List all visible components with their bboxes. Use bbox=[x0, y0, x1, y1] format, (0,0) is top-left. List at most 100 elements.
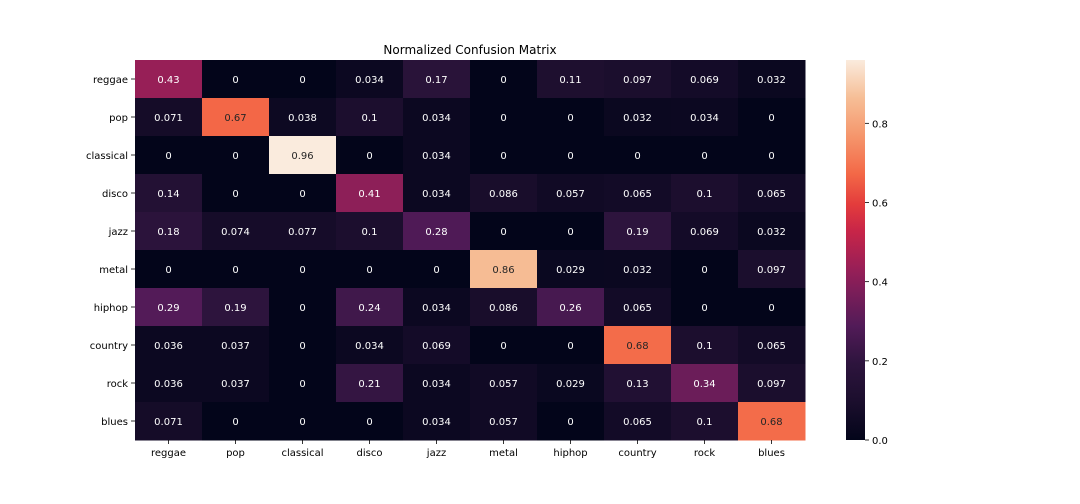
x-tick-label: pop bbox=[226, 448, 245, 459]
heatmap-cell bbox=[470, 288, 538, 327]
cell-value-label: 0 bbox=[701, 151, 707, 162]
cell-value-label: 0 bbox=[165, 265, 171, 276]
x-tick-label: jazz bbox=[426, 448, 446, 459]
cell-value-label: 0 bbox=[299, 341, 305, 352]
heatmap-cell bbox=[604, 288, 672, 327]
heatmap-cell bbox=[202, 98, 270, 137]
heatmap-cell bbox=[671, 288, 739, 327]
cell-value-label: 0.26 bbox=[559, 303, 581, 314]
heatmap-cell bbox=[336, 212, 404, 251]
cell-value-label: 0 bbox=[500, 75, 506, 86]
cell-value-label: 0.071 bbox=[154, 417, 183, 428]
cell-value-label: 0.1 bbox=[362, 113, 378, 124]
heatmap-cell bbox=[738, 174, 806, 213]
cell-value-label: 0 bbox=[232, 75, 238, 86]
heatmap-cell bbox=[604, 136, 672, 175]
heatmap-cell bbox=[671, 174, 739, 213]
cell-value-label: 0 bbox=[567, 227, 573, 238]
cell-value-label: 0.034 bbox=[690, 113, 719, 124]
heatmap-cell bbox=[336, 174, 404, 213]
heatmap-cell bbox=[403, 250, 471, 289]
cell-value-label: 0.034 bbox=[422, 113, 451, 124]
heatmap-cell bbox=[202, 326, 270, 365]
heatmap-cell bbox=[135, 174, 203, 213]
heatmap-cell bbox=[537, 60, 605, 99]
heatmap-cell bbox=[269, 250, 337, 289]
heatmap-cell bbox=[671, 402, 739, 441]
x-tick-label: reggae bbox=[151, 448, 186, 459]
heatmap-cell bbox=[738, 212, 806, 251]
cell-value-label: 0.41 bbox=[358, 189, 380, 200]
heatmap-cell bbox=[470, 250, 538, 289]
heatmap-cell bbox=[269, 136, 337, 175]
cell-value-label: 0.034 bbox=[355, 75, 384, 86]
heatmap-cell bbox=[202, 60, 270, 99]
heatmap-cell bbox=[202, 364, 270, 403]
heatmap-cell bbox=[269, 212, 337, 251]
cell-value-label: 0 bbox=[768, 113, 774, 124]
y-tick-label: reggae bbox=[93, 75, 128, 86]
cell-value-label: 0.037 bbox=[221, 341, 250, 352]
heatmap-cell bbox=[537, 98, 605, 137]
heatmap-cell bbox=[470, 402, 538, 441]
cell-value-label: 0.097 bbox=[623, 75, 652, 86]
cell-value-label: 0 bbox=[500, 227, 506, 238]
cell-value-label: 0 bbox=[299, 189, 305, 200]
y-tick-label: hiphop bbox=[94, 303, 128, 314]
y-tick-label: pop bbox=[109, 113, 128, 124]
cell-value-label: 0.032 bbox=[757, 227, 786, 238]
cell-value-label: 0.036 bbox=[154, 379, 183, 390]
cell-value-label: 0 bbox=[433, 265, 439, 276]
cell-value-label: 0.057 bbox=[489, 417, 518, 428]
y-axis-ticks: reggae pop classical disco jazz metal hiphop co… bbox=[86, 75, 135, 428]
heatmap-cell bbox=[135, 136, 203, 175]
cell-value-label: 0.43 bbox=[157, 75, 179, 86]
x-tick-label: metal bbox=[489, 448, 518, 459]
heatmap-cell bbox=[202, 250, 270, 289]
heatmap-cell bbox=[202, 288, 270, 327]
cell-value-label: 0.037 bbox=[221, 379, 250, 390]
cell-value-label: 0.097 bbox=[757, 379, 786, 390]
heatmap-cell bbox=[336, 60, 404, 99]
cell-value-label: 0 bbox=[366, 417, 372, 428]
heatmap-cell bbox=[135, 212, 203, 251]
heatmap-cell bbox=[537, 250, 605, 289]
cell-value-label: 0 bbox=[299, 265, 305, 276]
cell-value-label: 0.036 bbox=[154, 341, 183, 352]
cell-value-label: 0.19 bbox=[224, 303, 246, 314]
cell-value-label: 0.065 bbox=[757, 341, 786, 352]
cell-value-label: 0.065 bbox=[623, 303, 652, 314]
heatmap-cell bbox=[604, 174, 672, 213]
heatmap-cell-labels: 0.43 0 0 0.034 0.17 0 0.11 0.097 0.069 0.032 0.071… bbox=[154, 75, 786, 428]
cell-value-label: 0.086 bbox=[489, 189, 518, 200]
heatmap-cell bbox=[671, 326, 739, 365]
heatmap-cell bbox=[202, 402, 270, 441]
heatmap-cell bbox=[135, 60, 203, 99]
heatmap-cell bbox=[604, 212, 672, 251]
heatmap-cell bbox=[336, 98, 404, 137]
cell-value-label: 0.074 bbox=[221, 227, 250, 238]
cell-value-label: 0.069 bbox=[690, 75, 719, 86]
heatmap-cell bbox=[269, 60, 337, 99]
colorbar-tick-label: 0.2 bbox=[872, 357, 888, 368]
cell-value-label: 0.1 bbox=[697, 341, 713, 352]
heatmap-cell bbox=[470, 174, 538, 213]
heatmap-cell bbox=[135, 364, 203, 403]
cell-value-label: 0.034 bbox=[422, 379, 451, 390]
heatmap-cell bbox=[470, 98, 538, 137]
heatmap-cell bbox=[135, 326, 203, 365]
y-tick-label: classical bbox=[86, 151, 128, 162]
cell-value-label: 0.13 bbox=[626, 379, 648, 390]
cell-value-label: 0.029 bbox=[556, 379, 585, 390]
cell-value-label: 0 bbox=[366, 265, 372, 276]
cell-value-label: 0 bbox=[567, 151, 573, 162]
heatmap-cell bbox=[537, 136, 605, 175]
cell-value-label: 0.069 bbox=[422, 341, 451, 352]
cell-value-label: 0.065 bbox=[757, 189, 786, 200]
heatmap-cell bbox=[336, 402, 404, 441]
heatmap-cell bbox=[403, 98, 471, 137]
cell-value-label: 0.032 bbox=[623, 265, 652, 276]
x-axis-ticks: reggae pop classical disco jazz metal hiphop co… bbox=[151, 440, 785, 459]
heatmap-cell bbox=[671, 98, 739, 137]
